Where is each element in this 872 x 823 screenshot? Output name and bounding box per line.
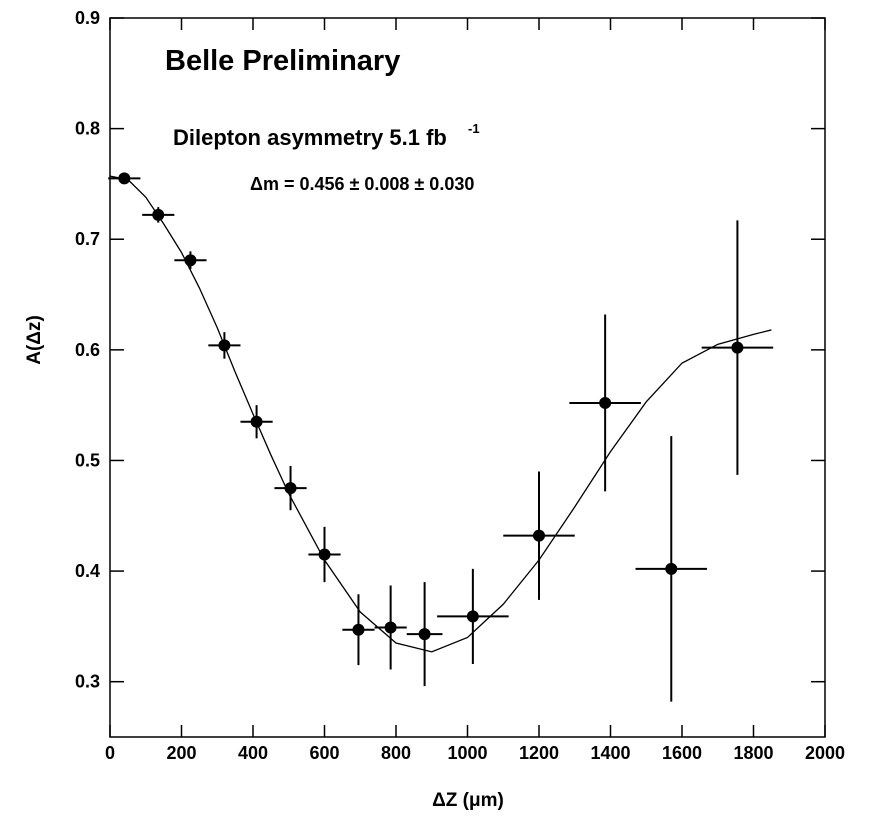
data-point (665, 562, 678, 575)
data-point (118, 172, 131, 185)
y-tick-label: 0.7 (75, 229, 100, 249)
x-tick-label: 400 (238, 743, 268, 763)
data-point (184, 254, 197, 267)
annotation: Belle Preliminary (165, 45, 400, 77)
data-point (284, 482, 297, 495)
data-point (533, 529, 545, 542)
data-point (731, 341, 744, 354)
x-tick-label: 1800 (733, 743, 773, 763)
data-point (466, 610, 479, 623)
data-point (218, 339, 231, 352)
y-axis-label: A(Δz) (24, 315, 45, 365)
data-point (152, 208, 165, 221)
data-point (318, 548, 331, 561)
x-tick-label: 1200 (519, 743, 559, 763)
y-tick-label: 0.3 (75, 672, 100, 692)
x-tick-label: 2000 (805, 743, 845, 763)
annotation: Δm = 0.456 ± 0.008 ± 0.030 (250, 174, 474, 194)
fit-curve (109, 175, 772, 653)
data-point (250, 415, 263, 428)
y-tick-label: 0.5 (75, 450, 100, 470)
x-tick-label: 800 (381, 743, 411, 763)
y-tick-label: 0.6 (75, 340, 100, 360)
y-tick-label: 0.9 (75, 8, 100, 28)
x-tick-label: 1600 (662, 743, 702, 763)
x-tick-label: 600 (309, 743, 339, 763)
annotation: Dilepton asymmetry 5.1 fb (173, 125, 447, 150)
x-tick-label: 1400 (590, 743, 630, 763)
annotation: -1 (468, 121, 480, 136)
y-tick-label: 0.4 (75, 561, 100, 581)
x-axis-label: ΔZ (μm) (432, 790, 504, 811)
x-tick-label: 0 (105, 743, 115, 763)
y-tick-label: 0.8 (75, 119, 100, 139)
data-point (599, 396, 612, 409)
x-tick-label: 1000 (447, 743, 487, 763)
data-point (384, 621, 397, 634)
data-point (418, 628, 431, 641)
data-point (352, 623, 365, 636)
x-tick-label: 200 (166, 743, 196, 763)
